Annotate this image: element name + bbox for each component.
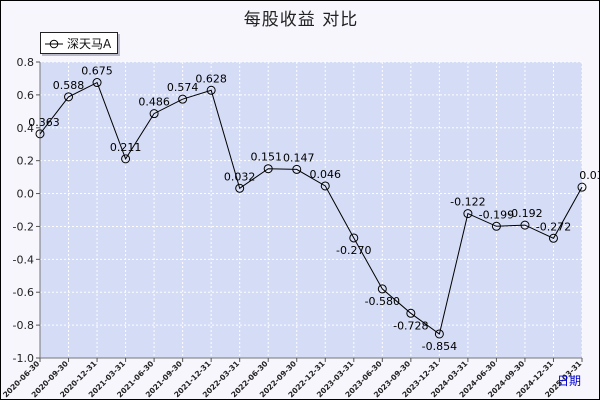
y-tick-label: 0.2 <box>17 155 35 168</box>
data-point <box>577 182 587 192</box>
data-label: 0.147 <box>283 151 315 164</box>
data-label: 0.588 <box>53 79 85 92</box>
data-label: -0.728 <box>393 319 428 332</box>
data-label: 0.486 <box>138 96 170 109</box>
series-line <box>39 81 583 335</box>
data-point <box>149 109 159 119</box>
chart-title: 每股收益 对比 <box>243 10 359 30</box>
data-label: -0.199 <box>479 208 514 221</box>
data-label: -0.192 <box>507 207 542 220</box>
data-point <box>377 284 387 294</box>
data-point <box>406 308 416 318</box>
data-label: 0.046 <box>310 168 342 181</box>
data-label: -0.580 <box>365 295 400 308</box>
legend-label: 深天马A <box>67 36 112 51</box>
legend-marker-icon <box>45 36 63 50</box>
plot-area <box>40 62 582 358</box>
data-point <box>121 154 131 164</box>
data-point <box>320 181 330 191</box>
y-tick-label: 0.0 <box>17 188 35 201</box>
y-tick-label: 0.8 <box>17 56 35 69</box>
data-point <box>178 94 188 104</box>
data-label: 0.151 <box>250 151 282 164</box>
data-label: 0.211 <box>110 141 142 154</box>
y-tick-label: -0.2 <box>13 220 34 233</box>
data-point <box>349 233 359 243</box>
data-point <box>92 78 102 88</box>
data-label: 0.039 <box>579 169 599 182</box>
data-point <box>463 209 473 219</box>
data-label: -0.270 <box>336 244 371 257</box>
data-point <box>263 164 273 174</box>
data-point <box>548 233 558 243</box>
x-axis-label: 日期 <box>557 374 581 388</box>
data-label: 0.032 <box>224 170 256 183</box>
data-label: 0.363 <box>28 116 60 129</box>
data-label: -0.122 <box>450 196 485 209</box>
data-label: 0.675 <box>81 65 113 78</box>
data-label: 0.574 <box>167 81 199 94</box>
data-label: -0.854 <box>422 340 457 353</box>
y-tick-label: -0.8 <box>13 319 34 332</box>
data-label: -0.272 <box>536 220 571 233</box>
y-tick-label: -0.4 <box>13 253 34 266</box>
data-point <box>35 129 45 139</box>
y-tick-label: -0.6 <box>13 286 34 299</box>
data-point <box>491 221 501 231</box>
y-tick-label: 0.6 <box>17 89 35 102</box>
y-tick-label: -1.0 <box>13 352 34 365</box>
data-point <box>520 220 530 230</box>
data-point <box>64 92 74 102</box>
data-point <box>434 329 444 339</box>
data-point <box>206 85 216 95</box>
legend: 深天马A <box>40 32 119 54</box>
y-tick-label: 0.4 <box>17 122 35 135</box>
data-point <box>235 183 245 193</box>
data-label: 0.628 <box>195 72 227 85</box>
data-point <box>292 164 302 174</box>
